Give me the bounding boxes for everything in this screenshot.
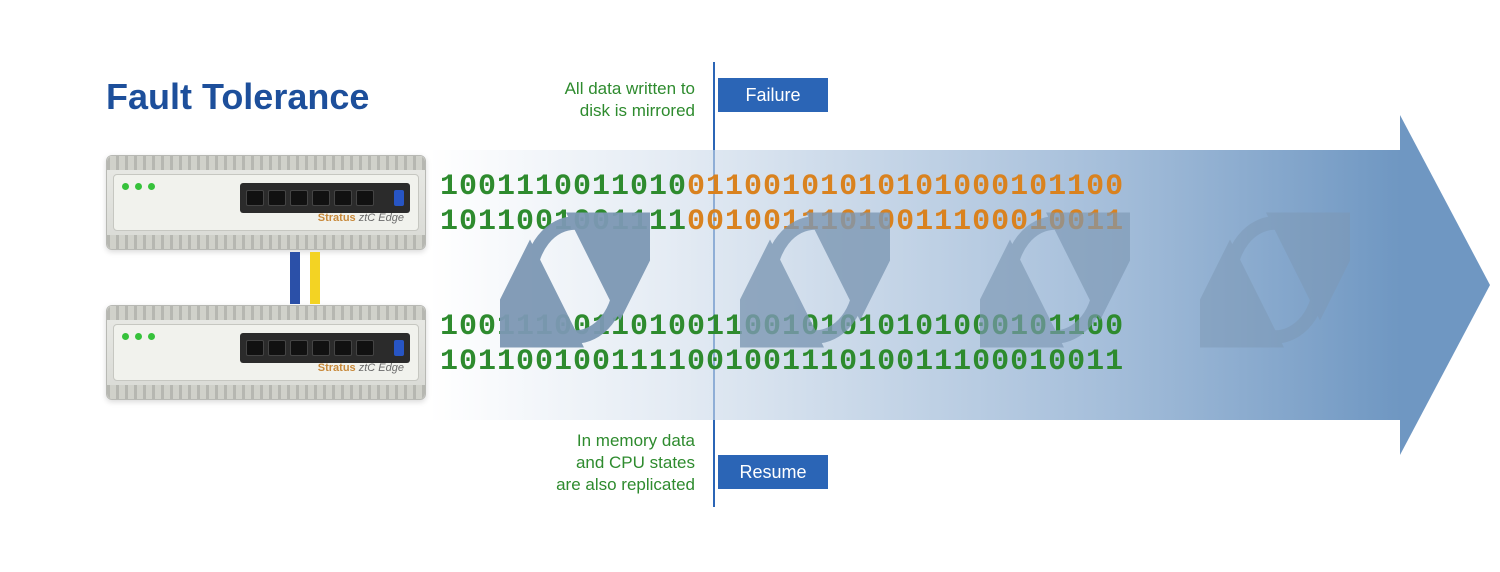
replication-cycle-icon bbox=[1200, 205, 1350, 355]
device-brand-label: Stratus ztC Edge bbox=[318, 362, 404, 374]
page-title: Fault Tolerance bbox=[106, 76, 369, 118]
binary-stream: 100111001101001100101010101000101100 bbox=[440, 170, 1124, 204]
edge-device-top: Stratus ztC Edge bbox=[106, 155, 426, 250]
ethernet-ports bbox=[240, 183, 410, 213]
device-brand-label: Stratus ztC Edge bbox=[318, 212, 404, 224]
status-leds bbox=[122, 333, 155, 340]
status-leds bbox=[122, 183, 155, 190]
caption-bottom: In memory dataand CPU statesare also rep… bbox=[475, 430, 695, 496]
ethernet-ports bbox=[240, 333, 410, 363]
interconnect-cable-yellow bbox=[310, 252, 320, 304]
edge-device-bottom: Stratus ztC Edge bbox=[106, 305, 426, 400]
replication-cycle-icon bbox=[500, 205, 650, 355]
caption-top: All data written todisk is mirrored bbox=[475, 78, 695, 122]
replication-cycle-icon bbox=[980, 205, 1130, 355]
resume-badge: Resume bbox=[718, 455, 828, 489]
replication-cycle-icon bbox=[740, 205, 890, 355]
failure-badge: Failure bbox=[718, 78, 828, 112]
interconnect-cable-blue bbox=[290, 252, 300, 304]
